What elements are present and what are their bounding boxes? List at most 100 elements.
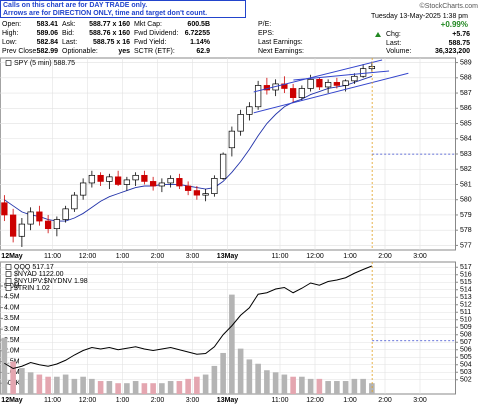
y-tick-label: 581 bbox=[460, 181, 472, 188]
field-value: 588.77 x 160 bbox=[89, 21, 130, 28]
candle-body bbox=[53, 219, 61, 230]
x-tick-label: 3:00 bbox=[186, 397, 200, 404]
x-tick-label: 2:00 bbox=[151, 253, 165, 260]
y-tick-label: 514 bbox=[460, 287, 472, 294]
candle-body bbox=[307, 78, 314, 89]
field-value: 589.06 bbox=[37, 30, 59, 37]
volume-bar bbox=[19, 368, 25, 394]
candle-body bbox=[342, 80, 349, 86]
legend-swatch bbox=[5, 60, 12, 66]
volume-bar bbox=[246, 359, 253, 394]
field-label: SCTR (ETF): bbox=[134, 48, 175, 55]
field-label: Last: bbox=[62, 39, 77, 46]
candle-body bbox=[324, 82, 332, 88]
candle-body bbox=[167, 178, 174, 184]
trendline bbox=[253, 72, 409, 114]
candle-body bbox=[202, 193, 209, 196]
field-value: 582.99 bbox=[37, 48, 59, 55]
y-tick-label: 502 bbox=[460, 377, 472, 384]
y-tick-label: 3.5M bbox=[4, 315, 20, 322]
y-tick-label: 588 bbox=[460, 75, 472, 82]
candle-body bbox=[298, 88, 306, 98]
volume-bar bbox=[36, 374, 43, 394]
candle-body bbox=[237, 114, 244, 132]
y-tick-label: 579 bbox=[460, 212, 472, 219]
candle-body bbox=[141, 174, 148, 182]
field-value: 62.9 bbox=[196, 48, 210, 55]
volume-bar bbox=[360, 378, 366, 394]
candle-body bbox=[246, 106, 253, 115]
date: Tuesday 13-May-2025 1:38 pm bbox=[371, 13, 468, 20]
field-label: Next Earnings: bbox=[258, 48, 304, 55]
y-tick-label: 4.5M bbox=[4, 294, 20, 301]
candle-body bbox=[158, 182, 166, 187]
y-tick-label: 577 bbox=[460, 242, 472, 249]
legend-value: 588.75 bbox=[54, 60, 76, 67]
y-tick-label: 515 bbox=[460, 279, 472, 286]
volume-bar bbox=[27, 372, 34, 394]
legend-label: $TRIN 1.02 bbox=[14, 285, 50, 292]
candle-body bbox=[219, 153, 227, 179]
field-label: Fwd Yield: bbox=[134, 39, 166, 46]
volume-bar bbox=[290, 376, 296, 394]
x-tick-label: 1:00 bbox=[343, 253, 357, 260]
candle-body bbox=[254, 85, 262, 108]
candle-body bbox=[36, 211, 43, 222]
volume-bar bbox=[106, 381, 113, 394]
candle-body bbox=[9, 214, 17, 237]
x-tick-label: 1:00 bbox=[116, 397, 130, 404]
candle-body bbox=[176, 178, 183, 187]
y-tick-label: 506 bbox=[460, 347, 472, 354]
x-tick-label: 12:00 bbox=[306, 253, 324, 260]
candle-body bbox=[211, 178, 218, 194]
y-tick-label: 584 bbox=[460, 136, 472, 143]
candle-body bbox=[149, 181, 157, 187]
x-tick-label: 12:00 bbox=[306, 397, 324, 404]
x-tick-label: 11:00 bbox=[272, 397, 289, 404]
trendline bbox=[293, 70, 390, 81]
candle-body bbox=[123, 179, 131, 185]
field-value: 6.72255 bbox=[185, 30, 210, 37]
y-tick-label: 504 bbox=[460, 362, 472, 369]
volume-bar bbox=[54, 376, 60, 394]
volume-bar bbox=[264, 370, 270, 394]
candle-body bbox=[27, 211, 34, 225]
x-tick-label: 13May bbox=[217, 397, 239, 404]
y-tick-label: 585 bbox=[460, 120, 472, 127]
field-label: Prev Close: bbox=[2, 48, 38, 55]
candle-body bbox=[62, 208, 69, 220]
field-label: Ask: bbox=[62, 21, 76, 28]
note-line: Arrows are for DIRECTION ONLY, time and … bbox=[3, 10, 207, 17]
y-tick-label: 517 bbox=[460, 264, 472, 271]
candle-body bbox=[88, 174, 96, 184]
y-tick-label: 507 bbox=[460, 339, 472, 346]
legend-label: $NYAD 1122.00 bbox=[14, 271, 64, 278]
legend-label: QQQ bbox=[14, 264, 31, 271]
volume-bar bbox=[141, 383, 148, 394]
y-tick-label: 511 bbox=[460, 309, 471, 316]
field-value: 583.41 bbox=[37, 21, 59, 28]
field-value: 588.75 x 16 bbox=[93, 39, 130, 46]
volume-bar bbox=[342, 381, 349, 394]
field-label: Last: bbox=[386, 40, 401, 47]
y-tick-label: 587 bbox=[460, 90, 472, 97]
trendline bbox=[253, 59, 383, 93]
field-value: 588.75 bbox=[449, 40, 471, 47]
volume-bar bbox=[369, 383, 375, 394]
y-tick-label: 3.0M bbox=[4, 326, 20, 333]
x-tick-label: 12:00 bbox=[79, 397, 97, 404]
x-tick-label: 12May bbox=[1, 253, 23, 260]
volume-bar bbox=[124, 383, 130, 394]
y-tick-label: 4.0M bbox=[4, 304, 20, 311]
candle-body bbox=[359, 68, 367, 77]
note-line: Calls on this chart are for DAY TRADE on… bbox=[3, 2, 147, 9]
volume-bar bbox=[325, 381, 331, 394]
volume-bar bbox=[176, 381, 183, 394]
volume-bar bbox=[1, 337, 8, 394]
y-tick-label: 2.0M bbox=[4, 348, 20, 355]
legend-label: $NYUPV:$NYDNV 1.98 bbox=[14, 278, 88, 285]
candle-body bbox=[18, 223, 26, 237]
volume-bar bbox=[132, 381, 139, 394]
field-label: EPS: bbox=[258, 30, 274, 37]
